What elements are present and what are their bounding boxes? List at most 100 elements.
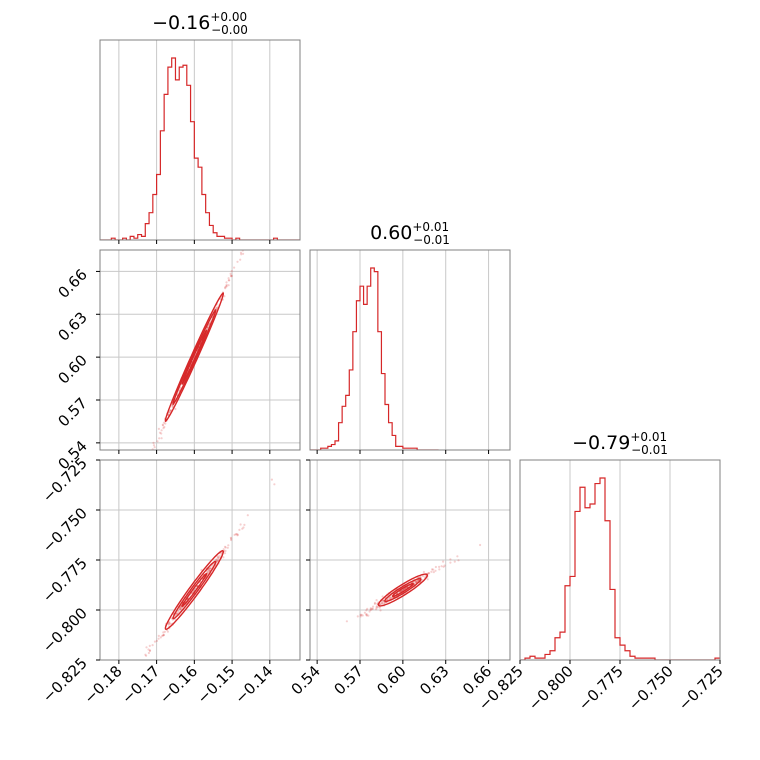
scatter-point [153,640,157,643]
scatter-point [148,649,151,653]
scatter-point [179,607,182,611]
scatter-point [379,609,382,612]
scatter-point [375,606,378,609]
scatter-point [211,564,214,567]
scatter-point [161,634,164,638]
scatter-panel-0-1: 0.540.570.600.630.66 [54,249,301,473]
scatter-point [239,258,242,261]
scatter-point [365,609,368,612]
y-tick-label: 0.66 [54,266,90,302]
scatter-point [168,621,171,624]
scatter-point [434,569,437,572]
scatter-point [453,560,456,563]
scatter-point [432,568,435,571]
scatter-point [415,580,418,584]
scatter-point [152,441,155,444]
scatter-point [160,432,163,435]
scatter-point [170,617,173,620]
scatter-point [168,622,171,625]
scatter-point [424,574,427,577]
scatter-point [356,615,359,618]
scatter-point [414,580,417,583]
scatter-point [380,601,383,604]
scatter-point [449,561,452,564]
scatter-point [426,578,429,581]
histogram-step-line [100,57,300,240]
scatter-point [174,407,177,411]
scatter-point [380,602,384,605]
scatter-point [230,537,233,540]
axes-frame [99,39,301,241]
scatter-point [157,637,160,640]
scatter-point [361,614,364,617]
scatter-point [227,544,230,547]
scatter-point [372,605,375,608]
scatter-point [457,559,460,562]
scatter-point [368,610,371,613]
scatter-point [208,569,211,572]
scatter-point [208,569,211,572]
scatter-point [162,634,165,637]
scatter-point [217,556,220,559]
scatter-point [375,599,378,602]
scatter-point [162,427,165,430]
scatter-point [369,608,372,612]
scatter-point [236,534,239,537]
scatter-point [234,533,237,536]
contour-level-2 [384,577,422,603]
scatter-point [224,549,227,553]
y-tick-label: −0.775 [39,554,91,606]
scatter-point [376,606,379,609]
scatter-point [162,421,166,424]
scatter-point [157,634,160,638]
scatter-point [225,283,228,286]
histogram-panel-2: −0.825−0.800−0.775−0.750−0.725−0.79+0.01… [475,430,727,714]
scatter-point [148,644,151,648]
x-tick-label: −0.16 [156,662,201,707]
scatter-point [386,598,389,601]
scatter-point [379,602,382,606]
scatter-point [177,610,180,613]
scatter-point [223,295,226,298]
y-tick-label: −0.750 [39,504,91,556]
scatter-point [230,274,233,277]
scatter-point [443,564,446,567]
scatter-point [215,558,218,561]
scatter-point [240,253,243,256]
scatter-point [225,281,228,284]
x-tick-label: −0.750 [625,662,677,714]
scatter-point [225,285,228,288]
x-tick-label: 0.54 [288,662,324,698]
scatter-point [147,651,150,655]
x-tick-label: −0.725 [675,662,727,714]
scatter-point [144,653,147,656]
scatter-point [434,565,437,569]
x-tick-label: −0.800 [525,662,577,714]
histogram-panel-1: 0.60+0.01 −0.01 [309,220,511,454]
scatter-point [366,607,369,611]
scatter-point [148,649,152,652]
scatter-point [167,622,170,625]
scatter-point [431,568,434,571]
scatter-point [227,277,230,280]
scatter-point [226,546,229,549]
contour-level-3 [377,573,429,607]
x-tick-label: 0.57 [330,662,366,698]
histogram-panel-0: −0.16+0.00 −0.00 [99,10,301,244]
scatter-point [209,567,212,571]
scatter-point [383,601,386,605]
scatter-point [158,437,161,440]
scatter-point [238,528,241,532]
histogram-title: −0.16+0.00 −0.00 [152,10,248,37]
scatter-point [162,631,165,634]
scatter-point [382,602,386,605]
histogram-step-line [520,477,720,660]
scatter-point [416,579,419,583]
scatter-point [430,570,433,573]
scatter-point [438,565,441,569]
scatter-point [157,427,160,430]
scatter-point [222,548,225,551]
scatter-point [159,636,162,639]
scatter-point [168,411,171,414]
x-tick-label: −0.17 [118,662,163,707]
